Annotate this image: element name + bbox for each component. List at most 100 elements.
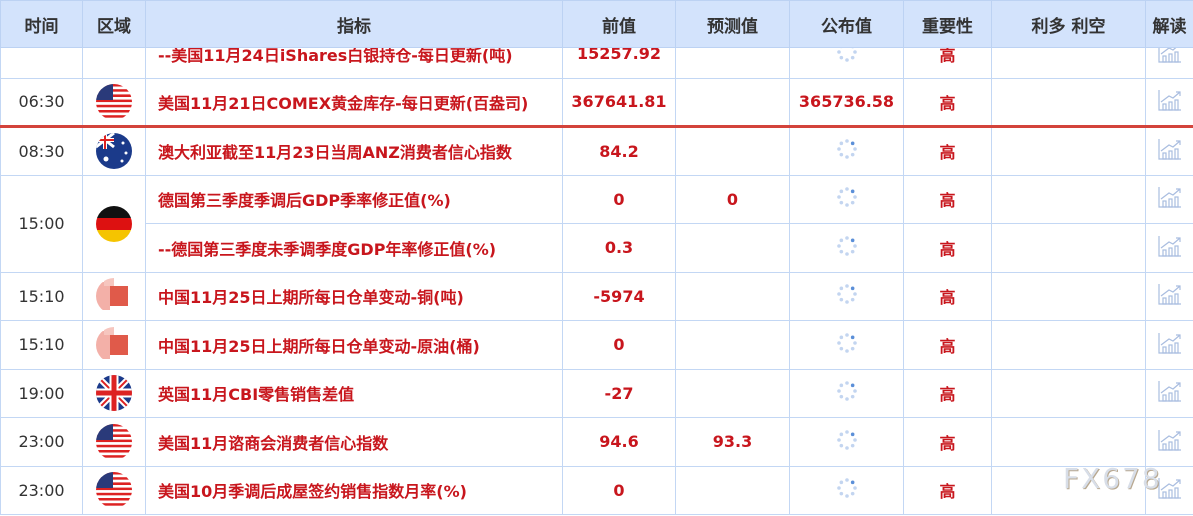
chart-icon[interactable] [1157, 284, 1183, 310]
importance: 高 [903, 320, 992, 370]
loading-spinner-icon [836, 41, 858, 67]
analysis-button[interactable] [1145, 174, 1193, 224]
event-time: 15:00 [0, 174, 83, 273]
previous-value: 0 [562, 174, 676, 224]
watermark: FX678 [1063, 462, 1162, 495]
actual-text: 365736.58 [798, 92, 895, 112]
previous-value: 84.2 [562, 126, 676, 176]
chart-icon[interactable] [1157, 429, 1183, 456]
actual-value [789, 174, 904, 224]
analysis-button[interactable] [1145, 223, 1193, 273]
importance: 高 [903, 417, 992, 467]
analysis-button[interactable] [1145, 126, 1193, 176]
indicator-name[interactable]: 英国11月CBI零售销售差值 [145, 368, 563, 418]
indicator-name[interactable]: 澳大利亚截至11月23日当周ANZ消费者信心指数 [145, 126, 563, 176]
forecast-value [675, 271, 790, 321]
importance: 高 [903, 174, 992, 224]
importance: 高 [903, 271, 992, 321]
indicator-name[interactable]: 美国11月21日COMEX黄金库存-每日更新(百盎司) [145, 77, 563, 128]
australia-flag-icon [96, 133, 132, 170]
chart-icon[interactable] [1157, 41, 1183, 68]
loading-spinner-icon [836, 187, 858, 212]
table-row: 06:30 美国11月21日COMEX黄金库存-每日更新(百盎司) 367641.8… [0, 77, 1193, 128]
indicator-name[interactable]: 德国第三季度季调后GDP季率修正值(%) [145, 174, 563, 224]
region-cell [82, 368, 146, 418]
impact-cell [991, 223, 1146, 273]
indicator-name[interactable]: 中国11月25日上期所每日仓单变动-铜(吨) [145, 271, 563, 321]
analysis-button[interactable] [1145, 465, 1193, 515]
table-row: 15:00 德国第三季度季调后GDP季率修正值(%) 0 0 高 [0, 174, 1193, 273]
forecast-value [675, 465, 790, 515]
previous-value: 367641.81 [562, 77, 676, 128]
china-flag-icon [96, 278, 132, 315]
header-indicator: 指标 [145, 0, 563, 48]
loading-spinner-icon [836, 332, 858, 358]
impact-cell [991, 174, 1146, 224]
analysis-button[interactable] [1145, 77, 1193, 128]
chart-icon[interactable] [1157, 235, 1183, 262]
header-importance: 重要性 [903, 0, 992, 48]
us-flag-icon [96, 472, 132, 509]
importance: 高 [903, 223, 992, 273]
table-row: 15:10 中国11月25日上期所每日仓单变动-原油(桶) 0 高 [0, 320, 1193, 370]
importance: 高 [903, 77, 992, 128]
analysis-button[interactable] [1145, 271, 1193, 321]
table-row: --德国第三季度未季调季度GDP年率修正值(%) 0.3 高 [1, 223, 1193, 273]
actual-value: 365736.58 [789, 77, 904, 128]
analysis-button[interactable] [1145, 417, 1193, 467]
forecast-value: 93.3 [675, 417, 790, 467]
loading-spinner-icon [836, 429, 858, 455]
event-time: 23:00 [0, 417, 83, 467]
actual-value [789, 320, 904, 370]
chart-icon[interactable] [1157, 139, 1183, 165]
actual-value [789, 126, 904, 176]
importance: 高 [903, 368, 992, 418]
actual-value [789, 465, 904, 515]
forecast-value [675, 126, 790, 176]
header-region: 区域 [82, 0, 146, 48]
table-row: 19:00 英国11月CBI零售销售差值 -27 高 [0, 368, 1193, 418]
region-cell [82, 465, 146, 515]
impact-cell [991, 465, 1146, 515]
event-time: 19:00 [0, 368, 83, 418]
indicator-name[interactable]: 美国10月季调后成屋签约销售指数月率(%) [145, 465, 563, 515]
region-cell [82, 77, 146, 128]
event-time: 08:30 [0, 126, 83, 176]
analysis-button[interactable] [1145, 320, 1193, 370]
table-body: --美国11月24日iShares白银持仓-每日更新(吨) 15257.92 高 06… [0, 29, 1193, 515]
previous-value: -5974 [562, 271, 676, 321]
region-cell [82, 174, 146, 273]
actual-value [789, 417, 904, 467]
event-time: 15:10 [0, 271, 83, 321]
table-row: 23:00 美国10月季调后成屋签约销售指数月率(%) 0 高 [0, 465, 1193, 515]
chart-icon[interactable] [1157, 478, 1183, 504]
impact-cell [991, 77, 1146, 128]
loading-spinner-icon [836, 235, 858, 261]
us-flag-icon [96, 83, 132, 120]
indicator-name[interactable]: --德国第三季度未季调季度GDP年率修正值(%) [145, 223, 563, 273]
analysis-button[interactable] [1145, 368, 1193, 418]
region-cell [82, 417, 146, 467]
germany-flag-icon [96, 205, 132, 242]
event-time: 15:10 [0, 320, 83, 370]
header-actual: 公布值 [789, 0, 904, 48]
forecast-value [675, 368, 790, 418]
header-previous: 前值 [562, 0, 676, 48]
impact-cell [991, 320, 1146, 370]
event-time: 23:00 [0, 465, 83, 515]
previous-value: 0 [562, 320, 676, 370]
indicator-name[interactable]: 美国11月谘商会消费者信心指数 [145, 417, 563, 467]
impact-cell [991, 368, 1146, 418]
forecast-value: 0 [675, 174, 790, 224]
chart-icon[interactable] [1157, 89, 1183, 116]
header-forecast: 预测值 [675, 0, 790, 48]
chart-icon[interactable] [1157, 381, 1183, 407]
indicator-name[interactable]: 中国11月25日上期所每日仓单变动-原油(桶) [145, 320, 563, 370]
table-row: 08:30 澳大利亚截至11月23日当周ANZ消费者信心指数 84.2 高 [0, 126, 1193, 176]
uk-flag-icon [96, 375, 132, 412]
table-row: 23:00 美国11月谘商会消费者信心指数 94.6 93.3 高 [0, 417, 1193, 467]
chart-icon[interactable] [1157, 187, 1183, 213]
loading-spinner-icon [836, 381, 858, 406]
chart-icon[interactable] [1157, 332, 1183, 359]
